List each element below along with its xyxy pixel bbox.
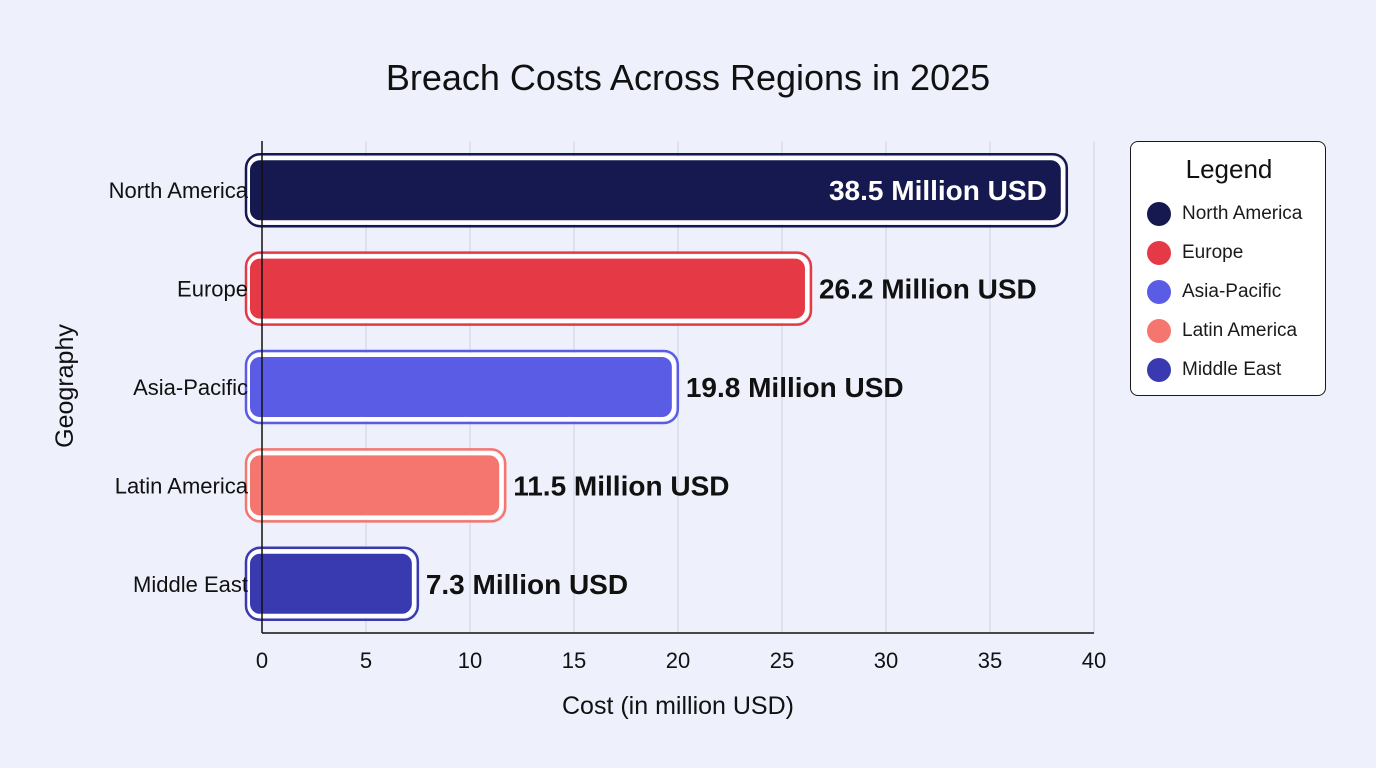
legend-items: North America Europe Asia-Pacific Latin Ame… <box>1147 195 1311 389</box>
x-axis-label: Cost (in million USD) <box>562 692 794 720</box>
data-label: 19.8 Million USD <box>686 372 904 403</box>
legend-label: Asia-Pacific <box>1182 280 1282 302</box>
bar <box>244 152 1069 228</box>
bar-outline <box>246 549 416 618</box>
y-tick-labels: North America Europe Asia-Pacific Latin Ame… <box>109 178 249 597</box>
category-label: North America <box>109 178 249 203</box>
legend-item: Europe <box>1147 234 1311 273</box>
legend-title: Legend <box>1185 154 1273 184</box>
bar-outline <box>246 451 504 520</box>
category-label: Latin America <box>115 473 249 498</box>
bar <box>244 251 813 326</box>
x-tick-label: 40 <box>1082 648 1106 673</box>
bar-outline <box>246 254 809 323</box>
x-tick-labels: 0 5 10 15 20 25 30 35 40 <box>256 648 1106 673</box>
legend-item: Middle East <box>1147 350 1311 389</box>
bar-outline <box>246 353 676 421</box>
legend-swatch <box>1147 241 1171 266</box>
bar-outline <box>246 156 1065 225</box>
x-tick-label: 15 <box>562 648 586 673</box>
legend-label: North America <box>1182 203 1303 225</box>
bar <box>244 448 507 523</box>
x-tick-label: 10 <box>458 648 482 673</box>
legend-item: Latin America <box>1147 311 1311 350</box>
data-label: 26.2 Million USD <box>819 274 1037 305</box>
category-label: Europe <box>177 277 248 302</box>
bars-group <box>244 152 1069 622</box>
legend-swatch <box>1147 202 1171 227</box>
axes <box>261 141 1094 634</box>
category-label: Asia-Pacific <box>133 375 248 400</box>
data-label: 11.5 Million USD <box>513 470 729 501</box>
legend-label: Middle East <box>1182 358 1282 380</box>
x-tick-label: 30 <box>874 648 898 673</box>
x-tick-label: 5 <box>360 648 372 673</box>
legend-item: North America <box>1147 195 1311 234</box>
legend-item: Asia-Pacific <box>1147 273 1311 312</box>
legend: Legend North America Europe Asia-Pacific La… <box>1130 141 1326 396</box>
x-tick-label: 35 <box>978 648 1002 673</box>
data-label: 38.5 Million USD <box>829 175 1047 206</box>
legend-swatch <box>1147 279 1171 304</box>
x-tick-label: 20 <box>666 648 690 673</box>
x-tick-label: 0 <box>256 648 268 673</box>
legend-swatch <box>1147 318 1171 343</box>
x-tick-label: 25 <box>770 648 794 673</box>
chart-title: Breach Costs Across Regions in 2025 <box>386 57 990 98</box>
bar <box>244 546 420 622</box>
bar <box>244 349 680 425</box>
y-axis-label: Geography <box>51 324 79 448</box>
category-label: Middle East <box>133 572 248 597</box>
legend-swatch <box>1147 357 1171 382</box>
legend-label: Europe <box>1182 242 1244 264</box>
data-labels: 38.5 Million USD 26.2 Million USD 19.8 Mil… <box>426 175 1047 600</box>
data-label: 7.3 Million USD <box>426 569 628 600</box>
legend-label: Latin America <box>1182 319 1298 341</box>
